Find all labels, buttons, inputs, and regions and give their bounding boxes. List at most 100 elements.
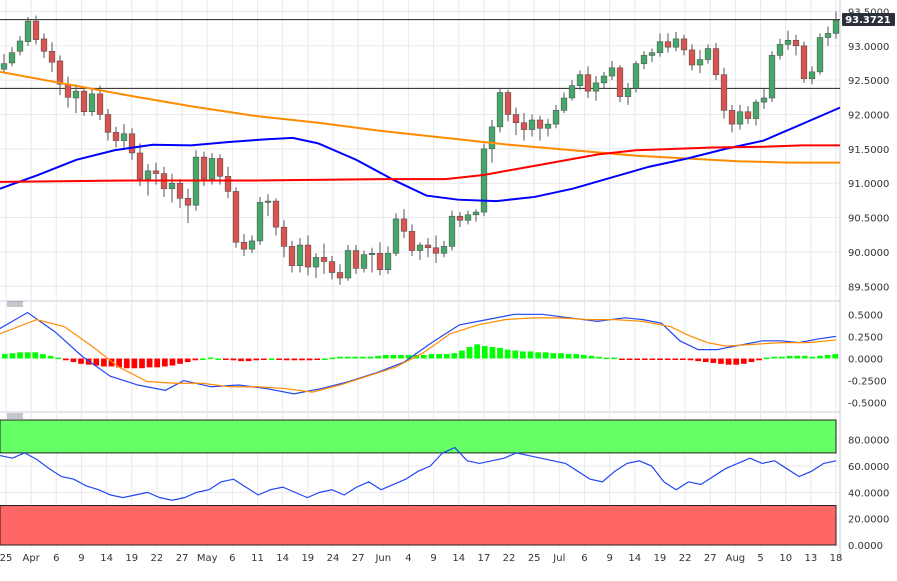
candle-body <box>784 40 792 45</box>
rsi-oversold-zone <box>0 505 837 546</box>
candle-body <box>624 88 632 97</box>
macd-histogram-bar <box>481 346 488 359</box>
candle-body <box>528 119 536 130</box>
macd-histogram-bar <box>512 350 519 359</box>
candle-body <box>256 202 264 242</box>
candle-body <box>576 74 584 86</box>
candle-body <box>240 242 248 250</box>
macd-histogram-bar <box>398 354 404 359</box>
candle-body <box>536 119 544 129</box>
macd-histogram-bar <box>558 353 564 359</box>
macd-histogram-bar <box>32 352 39 359</box>
macd-histogram-bar <box>573 354 580 359</box>
x-tick-label: 19 <box>301 553 314 564</box>
candle-body <box>720 74 728 111</box>
macd-histogram-bar <box>771 356 778 359</box>
macd-histogram-bar <box>421 354 427 359</box>
macd-histogram-bar <box>520 351 526 359</box>
x-tick-label: 17 <box>478 553 491 564</box>
candle-body <box>760 97 768 103</box>
candle-body <box>600 75 608 84</box>
macd-histogram-bar <box>9 353 16 359</box>
candle-body <box>120 133 128 141</box>
current-price-label: 93.3721 <box>845 15 891 26</box>
x-tick-label: 19 <box>125 553 138 564</box>
candle-body <box>648 52 656 56</box>
candle-body <box>688 49 696 66</box>
macd-histogram-bar <box>542 352 549 359</box>
x-tick-label: 24 <box>327 553 340 564</box>
price-y-tick-label: 92.5000 <box>848 76 889 87</box>
candle-body <box>608 67 616 77</box>
macd-histogram-bar <box>261 358 267 360</box>
candle-body <box>488 126 496 150</box>
x-tick-label: Jun <box>374 553 391 564</box>
macd-histogram-bar <box>17 352 23 359</box>
candle-body <box>48 51 56 63</box>
macd-y-tick-label: 0.5000 <box>848 310 883 321</box>
candle-body <box>392 218 400 254</box>
candle-body <box>136 152 144 180</box>
rsi-y-tick-label: 40.0000 <box>848 488 889 499</box>
candle-body <box>520 122 528 130</box>
candle-body <box>736 111 744 125</box>
macd-histogram-bar <box>154 358 161 368</box>
macd-histogram-bar <box>565 354 572 359</box>
macd-histogram-bar <box>306 358 313 361</box>
candle-body <box>768 55 776 99</box>
macd-histogram-bar <box>634 358 641 360</box>
candle-body <box>112 132 120 141</box>
candle-body <box>0 63 8 70</box>
candle-body <box>64 84 72 98</box>
panel-resize-handle[interactable] <box>7 301 23 307</box>
macd-y-tick-label: 0.2500 <box>848 332 883 343</box>
x-tick-label: Apr <box>22 553 40 564</box>
macd-histogram-bar <box>24 352 31 359</box>
x-tick-label: 6 <box>229 553 235 564</box>
candle-body <box>672 38 680 48</box>
macd-histogram-bar <box>101 358 107 367</box>
rsi-y-tick-label: 80.0000 <box>848 436 889 447</box>
macd-histogram-bar <box>337 356 343 359</box>
x-tick-label: 6 <box>53 553 59 564</box>
candle-body <box>8 52 16 64</box>
macd-histogram-bar <box>382 354 389 359</box>
macd-histogram-bar <box>276 358 282 360</box>
candle-body <box>712 48 720 75</box>
macd-histogram-bar <box>405 354 412 359</box>
macd-histogram-bar <box>436 354 442 359</box>
price-y-tick-label: 91.0000 <box>848 179 889 190</box>
macd-histogram-bar <box>619 358 625 360</box>
macd-histogram-bar <box>657 358 663 360</box>
x-tick-label: 25 <box>0 553 12 564</box>
macd-histogram-bar <box>748 358 755 363</box>
candle-body <box>128 133 136 154</box>
macd-histogram-bar <box>474 344 481 359</box>
macd-histogram-bar <box>809 356 816 359</box>
x-tick-label: 25 <box>528 553 541 564</box>
macd-histogram-bar <box>192 358 199 361</box>
candle-body <box>184 198 192 206</box>
macd-histogram-bar <box>375 355 382 359</box>
macd-histogram-bar <box>733 358 740 365</box>
candle-body <box>104 114 112 133</box>
candle-body <box>656 41 664 53</box>
macd-histogram-bar <box>93 358 100 366</box>
panel-resize-handle[interactable] <box>7 413 23 419</box>
macd-histogram-bar <box>832 354 839 359</box>
candle-body <box>384 253 392 271</box>
x-tick-label: 14 <box>276 553 289 564</box>
x-tick-label: 4 <box>405 553 411 564</box>
candle-body <box>296 244 304 266</box>
macd-histogram-bar <box>527 351 534 359</box>
price-badge: 93.3721 <box>842 13 895 26</box>
x-tick-label: 9 <box>430 553 436 564</box>
candle-body <box>552 110 560 125</box>
moving-average-line <box>0 144 840 183</box>
candle-body <box>752 101 760 119</box>
candle-body <box>432 247 440 254</box>
macd-histogram-bar <box>794 355 801 359</box>
candle-body <box>264 200 272 203</box>
macd-histogram-bar <box>161 358 168 367</box>
